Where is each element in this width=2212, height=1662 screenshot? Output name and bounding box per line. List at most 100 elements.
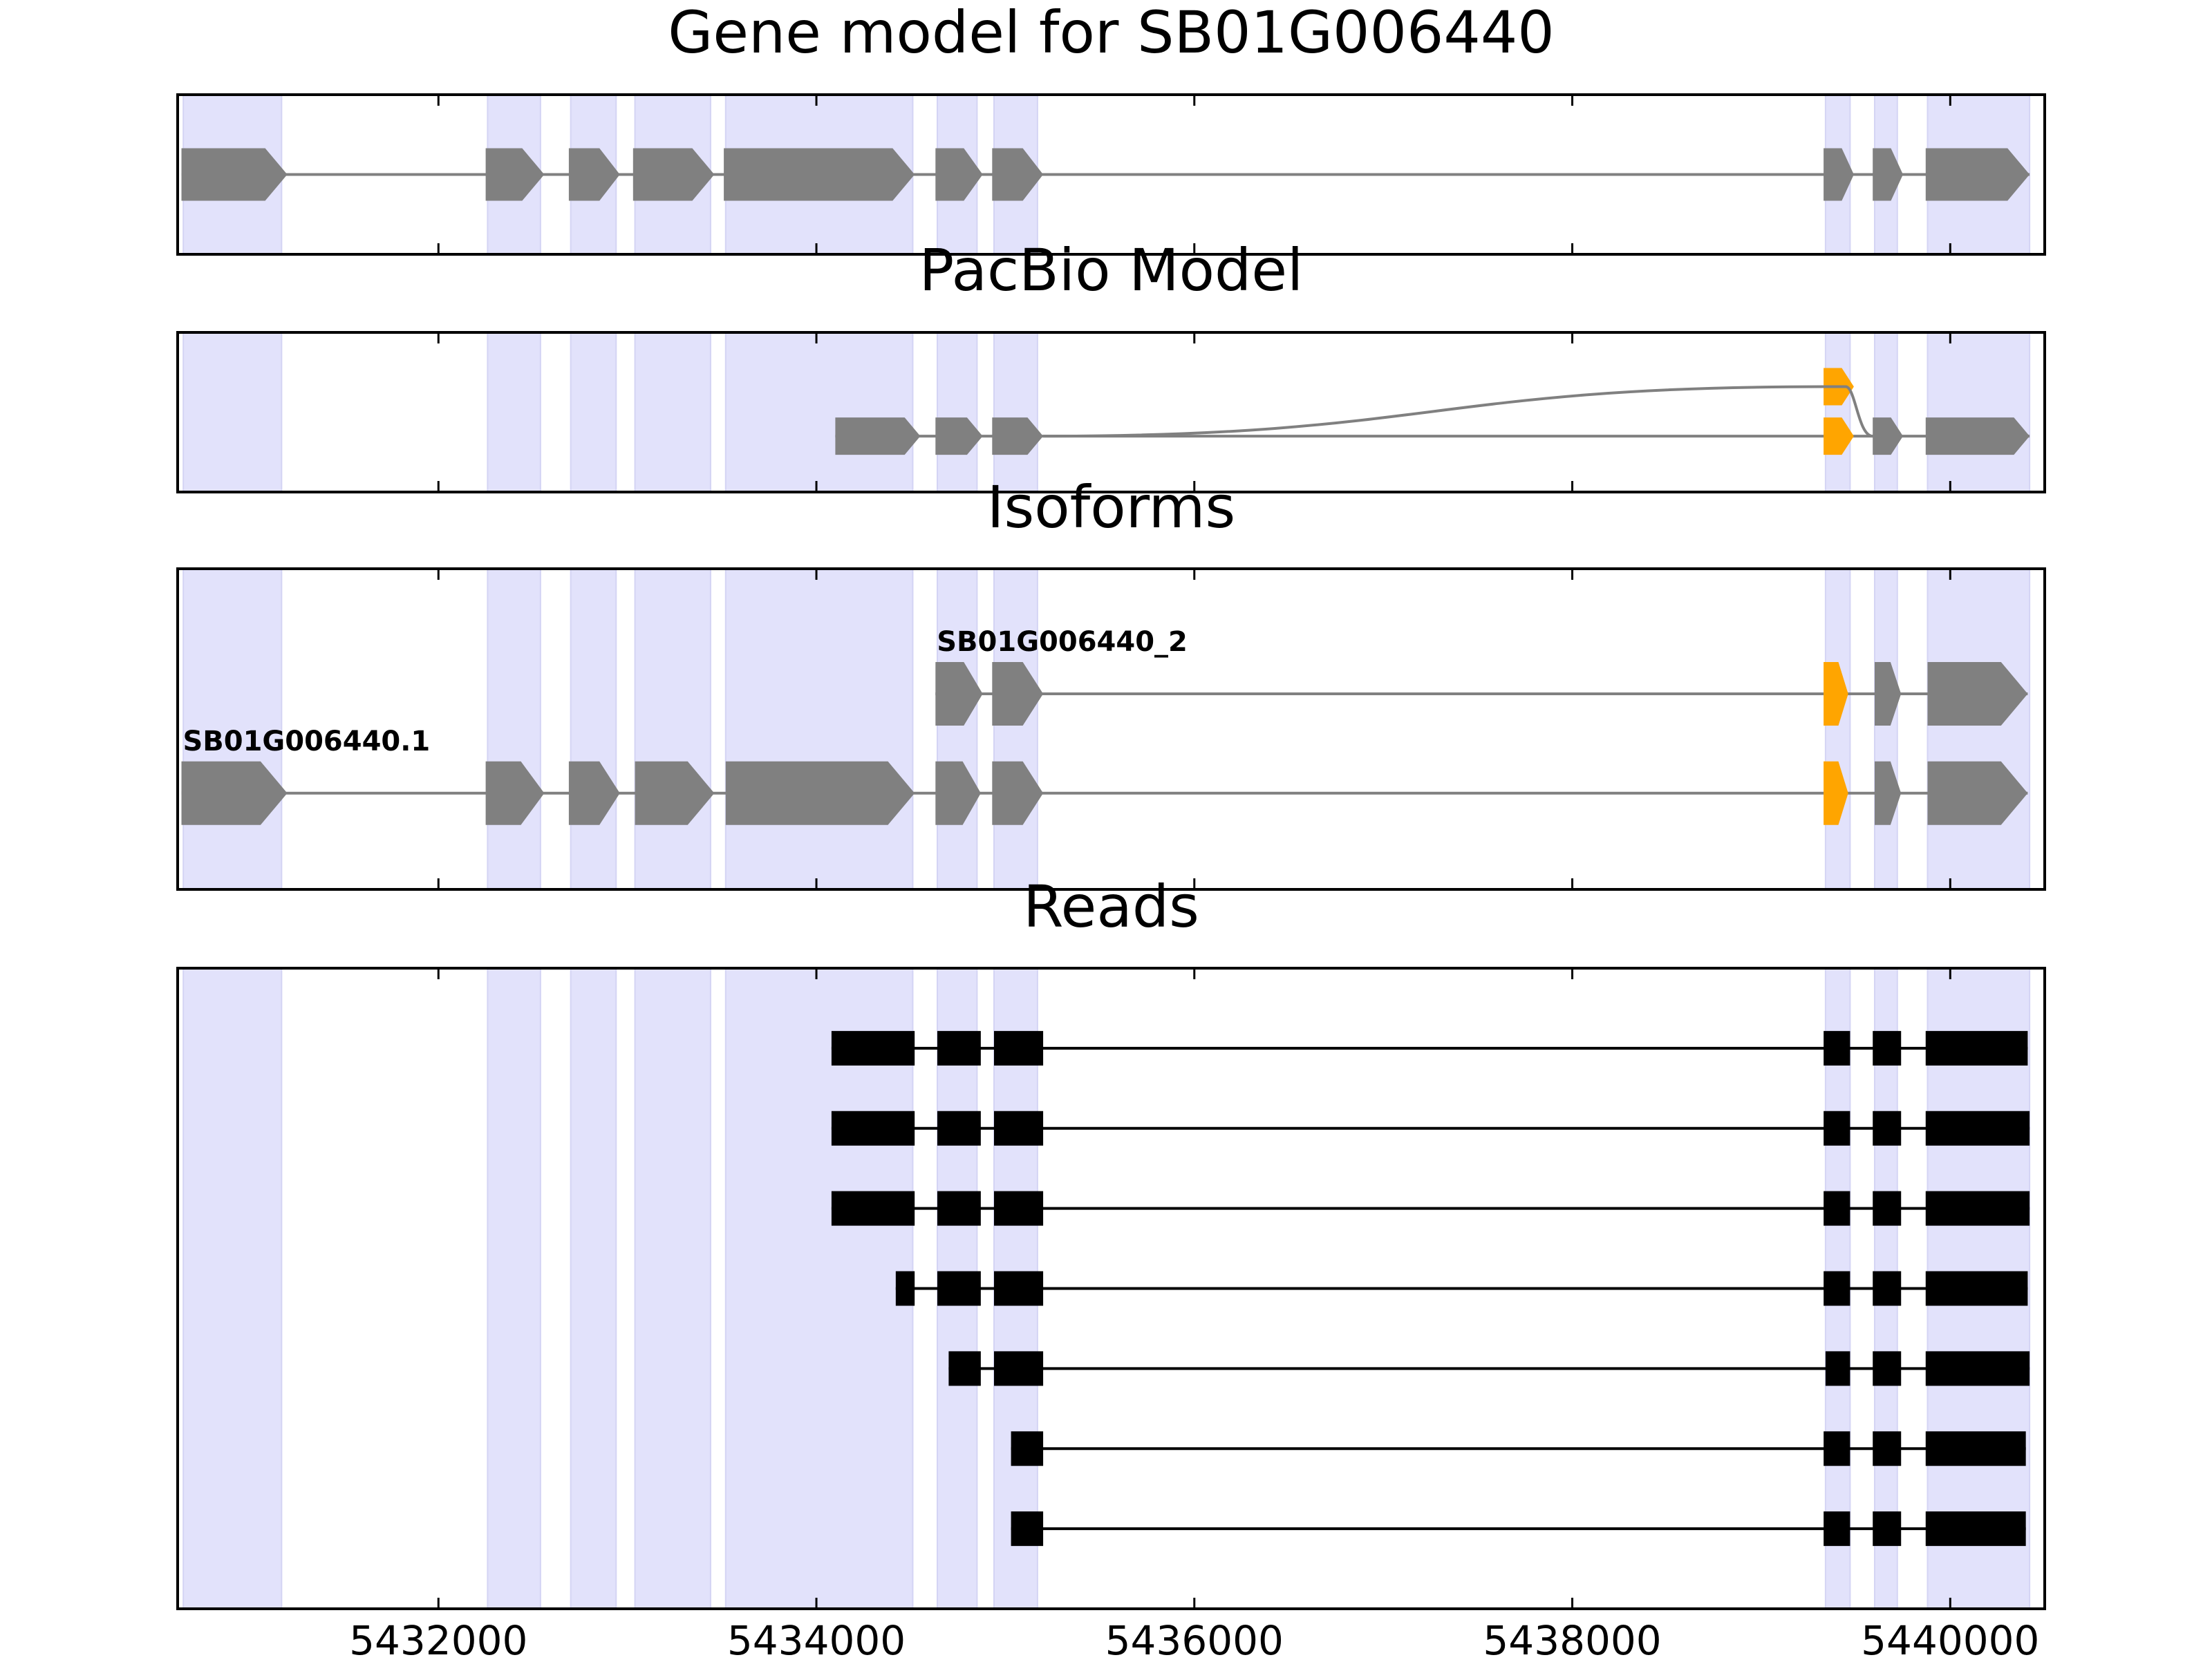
exon-band xyxy=(724,967,914,1609)
panel-reads: Reads xyxy=(176,873,2046,1610)
exon-band xyxy=(993,332,1038,493)
read-exon-block xyxy=(1925,1511,2026,1547)
x-tick-label: 5432000 xyxy=(349,1617,527,1659)
exon-band xyxy=(570,967,617,1609)
read-exon-block xyxy=(1824,1191,1850,1226)
x-axis-tick-labels: 5432000 5434000 5436000 5438000 5440000 xyxy=(349,1617,2039,1662)
panel-title-gene-model: Gene model for SB01G006440 xyxy=(668,0,1554,66)
exon-band xyxy=(182,967,283,1609)
read-exon-block xyxy=(831,1191,915,1226)
exon-arrow xyxy=(992,148,1044,201)
exon-arrow xyxy=(1873,417,1903,455)
read-exon-block xyxy=(994,1030,1044,1066)
exon-arrow xyxy=(992,662,1044,726)
exon-arrow xyxy=(485,761,545,825)
exon-arrow xyxy=(1875,662,1902,726)
exon-arrow xyxy=(632,148,715,201)
exon-arrow xyxy=(835,417,921,455)
exon-band xyxy=(936,332,978,493)
exon-arrow xyxy=(181,148,288,201)
read-exon-block xyxy=(994,1271,1044,1306)
x-tick-label: 5434000 xyxy=(727,1617,906,1659)
x-tick-label: 5438000 xyxy=(1483,1617,1661,1659)
exon-arrow xyxy=(1875,761,1902,825)
exon-arrow xyxy=(992,761,1044,825)
exon-arrow xyxy=(568,148,620,201)
alternative-exon-arrow xyxy=(1824,761,1848,825)
panel-isoforms: Isoforms SB01G006440_2 SB01G006440.1 xyxy=(176,473,2046,891)
exon-band xyxy=(487,332,541,493)
panel-frame xyxy=(176,567,2046,891)
exon-arrow xyxy=(935,761,981,825)
exon-band xyxy=(724,568,914,890)
exon-arrow xyxy=(1873,148,1903,201)
read-exon-block xyxy=(948,1351,981,1386)
read-exon-block xyxy=(1824,1511,1850,1547)
splice-junction-curve xyxy=(1043,385,1873,438)
read-exon-block xyxy=(1873,1191,1902,1226)
exon-band xyxy=(487,967,541,1609)
alternative-exon-arrow xyxy=(1824,417,1854,455)
x-tick-label: 5440000 xyxy=(1861,1617,2039,1659)
isoform-label-2: SB01G006440_2 xyxy=(937,626,1188,658)
exon-arrow xyxy=(725,761,915,825)
read-exon-block xyxy=(1824,1271,1850,1306)
exon-arrow xyxy=(935,417,983,455)
exon-band xyxy=(1873,568,1898,890)
exon-band xyxy=(993,568,1038,890)
exon-arrow xyxy=(935,662,983,726)
exon-band xyxy=(182,332,283,493)
read-exon-block xyxy=(1873,1111,1902,1146)
exon-arrow xyxy=(1925,417,2030,455)
x-tick-label: 5436000 xyxy=(1105,1617,1284,1659)
read-exon-block xyxy=(1873,1271,1902,1306)
exon-band xyxy=(1824,332,1851,493)
read-exon-block xyxy=(1824,1111,1850,1146)
exon-band xyxy=(634,967,711,1609)
isoform-label-1: SB01G006440.1 xyxy=(182,726,430,757)
panel-pacbio-model: PacBio Model xyxy=(176,236,2046,493)
read-exon-block xyxy=(1824,1030,1850,1066)
exon-band xyxy=(570,332,617,493)
exon-arrow xyxy=(635,761,715,825)
read-exon-block xyxy=(1925,1351,2030,1386)
read-exon-block xyxy=(937,1271,981,1306)
exon-arrow xyxy=(568,761,620,825)
exon-band xyxy=(487,568,541,890)
read-exon-block xyxy=(1873,1511,1902,1547)
read-exon-block xyxy=(831,1111,915,1146)
read-exon-block xyxy=(994,1191,1044,1226)
read-exon-block xyxy=(1873,1351,1902,1386)
read-exon-block xyxy=(994,1111,1044,1146)
read-exon-block xyxy=(1873,1431,1902,1466)
read-exon-block xyxy=(1925,1271,2028,1306)
read-exon-block xyxy=(994,1351,1044,1386)
panel-frame xyxy=(176,93,2046,256)
exon-arrow xyxy=(1824,148,1854,201)
read-exon-block xyxy=(1925,1431,2026,1466)
read-exon-block xyxy=(831,1030,915,1066)
exon-band xyxy=(634,332,711,493)
exon-arrow xyxy=(1927,761,2028,825)
read-exon-block xyxy=(937,1030,981,1066)
read-exon-block xyxy=(937,1111,981,1146)
exon-band xyxy=(634,568,711,890)
exon-band xyxy=(570,568,617,890)
read-exon-block xyxy=(1824,1431,1850,1466)
read-exon-block xyxy=(1873,1030,1902,1066)
panel-gene-model: Gene model for SB01G006440 xyxy=(176,0,2046,256)
panel-title-pacbio-model: PacBio Model xyxy=(919,236,1304,304)
exon-arrow xyxy=(935,148,983,201)
exon-band xyxy=(1927,568,2031,890)
read-exon-block xyxy=(1011,1431,1044,1466)
read-exon-block xyxy=(895,1271,915,1306)
exon-band xyxy=(182,568,283,890)
read-exon-block xyxy=(1925,1030,2028,1066)
exon-band xyxy=(1824,568,1851,890)
exon-arrow xyxy=(1927,662,2028,726)
panel-title-isoforms: Isoforms xyxy=(987,473,1236,541)
read-exon-block xyxy=(1925,1111,2030,1146)
plot-area xyxy=(178,569,2045,889)
read-exon-block xyxy=(1825,1351,1850,1386)
